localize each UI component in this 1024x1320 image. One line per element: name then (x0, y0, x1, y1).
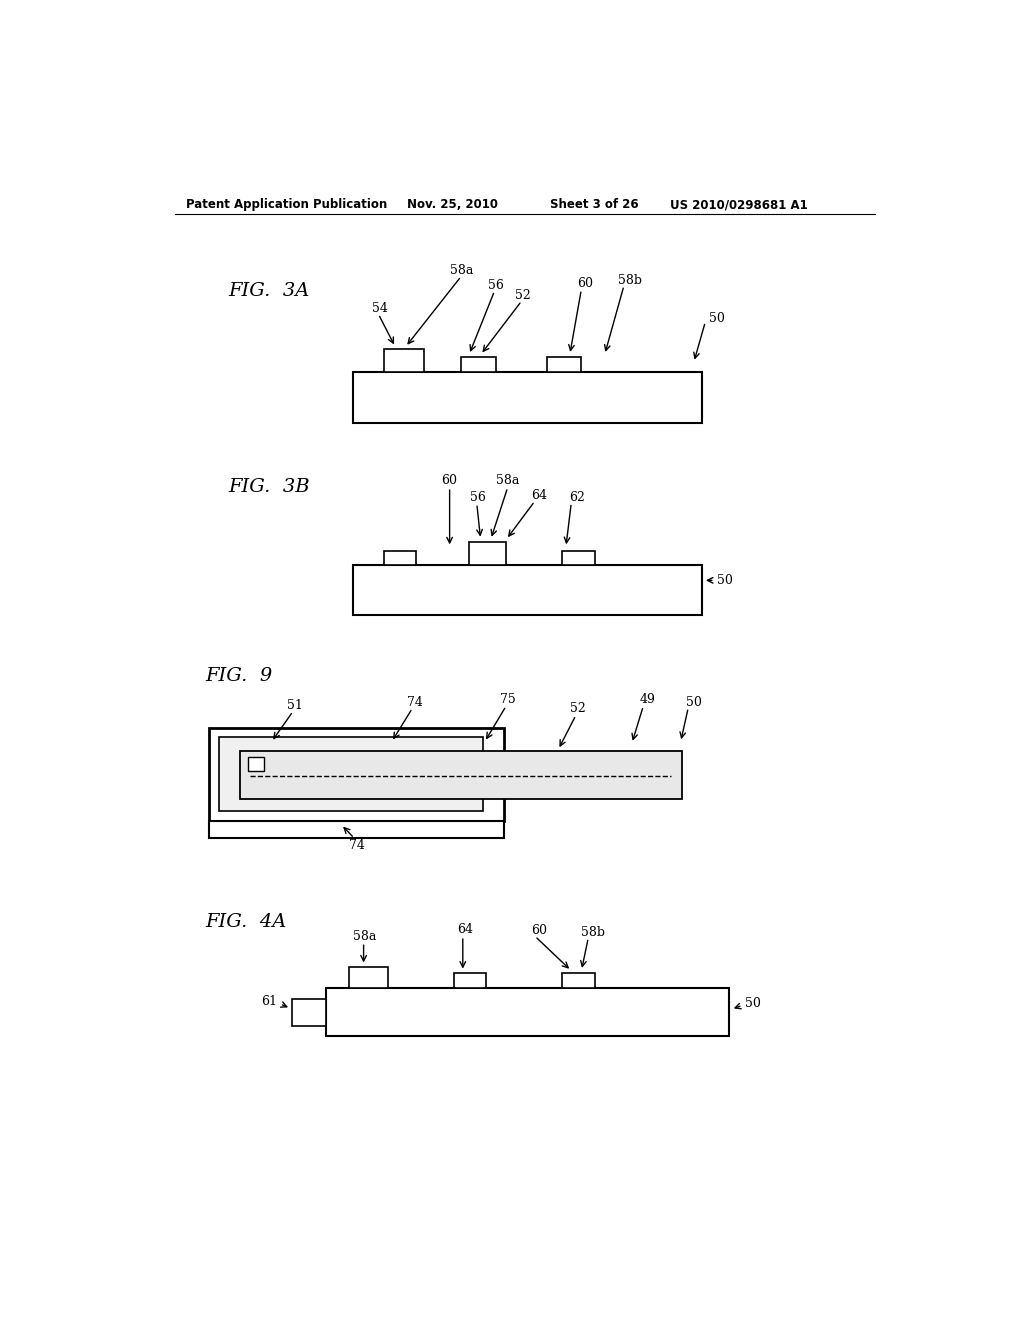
Text: 50: 50 (744, 998, 761, 1010)
Bar (219, 738, 483, 812)
Text: FIG.  3A: FIG. 3A (228, 281, 310, 300)
Bar (469, 543, 506, 565)
Text: 50: 50 (717, 574, 733, 587)
Text: 50: 50 (709, 312, 725, 325)
Text: Nov. 25, 2010: Nov. 25, 2010 (407, 198, 498, 211)
Text: 58a: 58a (450, 264, 473, 277)
Text: 61: 61 (261, 995, 278, 1008)
Text: 49: 49 (639, 693, 655, 706)
Text: 50: 50 (686, 696, 701, 709)
Text: 51: 51 (287, 698, 302, 711)
Text: FIG.  4A: FIG. 4A (206, 913, 287, 931)
Text: 52: 52 (515, 289, 531, 302)
Bar (209, 729, 504, 821)
Text: US 2010/0298681 A1: US 2010/0298681 A1 (671, 198, 808, 211)
Text: 60: 60 (578, 277, 593, 290)
Text: 74: 74 (407, 696, 423, 709)
Text: FIG.  3B: FIG. 3B (228, 478, 310, 496)
Text: 54: 54 (372, 302, 388, 315)
Text: 58a: 58a (352, 929, 376, 942)
Bar (209, 821, 504, 838)
Bar (352, 565, 701, 615)
Bar (461, 358, 496, 372)
Text: 58a: 58a (496, 474, 519, 487)
Bar (349, 966, 388, 989)
Bar (326, 989, 729, 1036)
Text: 60: 60 (441, 474, 458, 487)
Bar (547, 358, 582, 372)
Text: FIG.  9: FIG. 9 (206, 667, 272, 685)
Bar (384, 350, 424, 372)
Text: 56: 56 (470, 491, 486, 504)
Text: 74: 74 (349, 838, 365, 851)
Bar (352, 372, 701, 422)
Text: 58b: 58b (581, 925, 605, 939)
Bar (292, 999, 326, 1026)
Bar (562, 973, 595, 989)
Text: Patent Application Publication: Patent Application Publication (186, 198, 387, 211)
Text: 58b: 58b (618, 273, 642, 286)
Bar (454, 973, 486, 989)
Text: 62: 62 (569, 491, 586, 504)
Bar (248, 758, 263, 771)
Text: 60: 60 (530, 924, 547, 937)
Text: Sheet 3 of 26: Sheet 3 of 26 (550, 198, 639, 211)
Bar (241, 751, 682, 799)
Text: 56: 56 (488, 279, 504, 292)
Text: 64: 64 (530, 490, 547, 502)
Text: 64: 64 (457, 924, 473, 936)
Text: 52: 52 (569, 702, 586, 715)
Text: 75: 75 (500, 693, 516, 706)
Bar (562, 552, 595, 565)
Bar (384, 552, 417, 565)
